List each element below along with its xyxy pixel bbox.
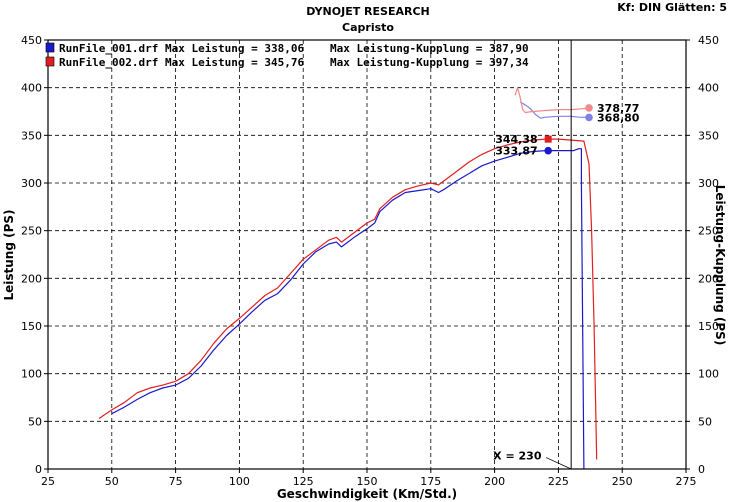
y-tick-label-left: 350 — [21, 129, 42, 142]
y-tick-label-right: 200 — [698, 272, 719, 285]
legend: RunFile_001.drf Max Leistung = 338,06 Ma… — [45, 42, 529, 69]
x-tick-label: 75 — [169, 475, 183, 488]
y-tick-label-right: 450 — [698, 34, 719, 47]
marker-run2 — [585, 104, 593, 112]
x-tick-label: 150 — [357, 475, 378, 488]
legend-max-kupplung-run1: Max Leistung-Kupplung = 387,90 — [330, 42, 529, 55]
y-axis-label-right: Leistung-Kupplung (PS) — [713, 185, 727, 346]
legend-file-run2: RunFile_002.drf — [59, 56, 158, 69]
y-tick-label-right: 150 — [698, 320, 719, 333]
y-tick-label-left: 250 — [21, 225, 42, 238]
x-tick-label: 200 — [484, 475, 505, 488]
marker-run1 — [585, 113, 593, 122]
x-tick-label: 100 — [229, 475, 250, 488]
y-tick-label-left: 300 — [21, 177, 42, 190]
x-axis-label: Geschwindigkeit (Km/Std.) — [277, 487, 457, 501]
legend-max-leistung-run1: Max Leistung = 338,06 — [165, 42, 304, 55]
value-label: 333,87 — [495, 145, 537, 158]
x-tick-label: 125 — [293, 475, 314, 488]
legend-max-leistung-run2: Max Leistung = 345,76 — [165, 56, 304, 69]
y-tick-label-left: 450 — [21, 34, 42, 47]
x-tick-label: 225 — [548, 475, 569, 488]
series-line-run1-leistung — [111, 148, 585, 470]
marker-run2 — [544, 135, 552, 143]
legend-file-run1: RunFile_001.drf — [59, 42, 158, 55]
y-tick-label-left: 400 — [21, 82, 42, 95]
y-axis-label-left: Leistung (PS) — [2, 209, 16, 300]
y-tick-label-left: 200 — [21, 272, 42, 285]
chart-title: DYNOJET RESEARCH — [306, 5, 429, 18]
x-tick-label: 50 — [105, 475, 119, 488]
y-tick-label-right: 50 — [698, 415, 712, 428]
y-tick-label-left: 0 — [35, 463, 42, 476]
x-tick-label: 275 — [676, 475, 697, 488]
legend-swatch-run1 — [45, 42, 55, 53]
x-tick-label: 25 — [41, 475, 55, 488]
y-tick-label-left: 150 — [21, 320, 42, 333]
value-label: 368,80 — [597, 111, 640, 124]
legend-swatch-run2 — [45, 56, 55, 67]
cursor-layer: X = 230 — [493, 40, 572, 470]
y-tick-label-right: 400 — [698, 82, 719, 95]
y-tick-label-right: 300 — [698, 177, 719, 190]
value-label: 344,38 — [495, 133, 537, 146]
plot-frame — [47, 39, 687, 470]
x-tick-label: 175 — [420, 475, 441, 488]
series-line-run2-leistung — [98, 138, 598, 460]
series-line-run2-kupplung — [514, 87, 590, 114]
series-layer — [98, 87, 598, 470]
y-tick-label-right: 100 — [698, 368, 719, 381]
grid — [44, 39, 690, 473]
marker-run1 — [544, 146, 552, 155]
x-tick-label: 250 — [612, 475, 633, 488]
cursor-pointer — [545, 457, 572, 470]
series-line-run1-kupplung — [519, 101, 590, 119]
settings-info: Kf: DIN Glätten: 5 — [617, 1, 727, 14]
cursor-label: X = 230 — [493, 450, 542, 463]
y-tick-label-left: 50 — [28, 415, 42, 428]
y-tick-label-right: 350 — [698, 129, 719, 142]
y-tick-label-left: 100 — [21, 368, 42, 381]
y-tick-label-right: 0 — [698, 463, 705, 476]
value-label: 378,77 — [597, 102, 639, 115]
chart-subtitle: Capristo — [342, 21, 394, 34]
y-tick-label-right: 250 — [698, 225, 719, 238]
legend-max-kupplung-run2: Max Leistung-Kupplung = 397,34 — [330, 56, 529, 69]
